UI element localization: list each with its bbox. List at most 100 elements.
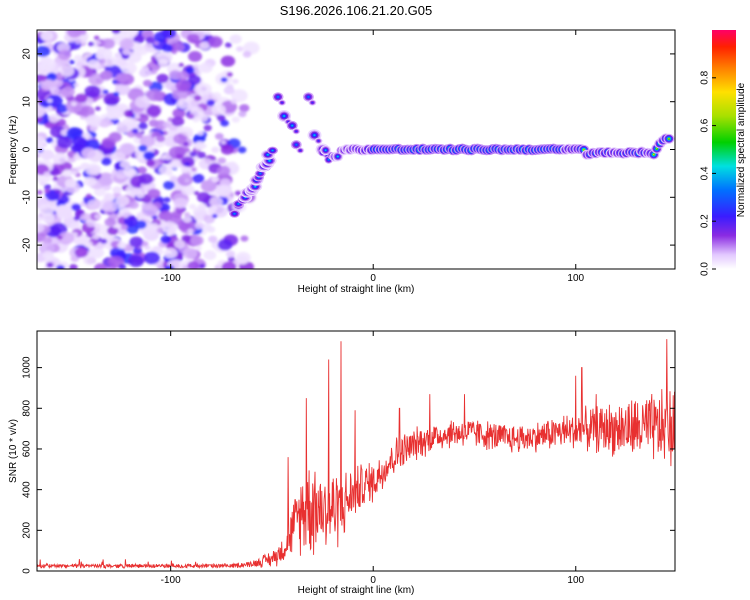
- noise-blob: [195, 82, 212, 96]
- noise-blob: [163, 247, 178, 259]
- colorbar-label: Normalized spectral amplitude: [736, 82, 747, 217]
- noise-blob: [123, 109, 134, 118]
- noise-blob: [239, 104, 250, 113]
- noise-blob: [86, 219, 96, 228]
- noise-blob: [42, 250, 54, 260]
- noise-blob: [56, 136, 73, 149]
- noise-blob: [147, 188, 161, 199]
- noise-blob: [209, 196, 223, 207]
- noise-blob: [193, 190, 200, 196]
- noise-blob: [64, 178, 77, 188]
- noise-blob: [112, 186, 122, 194]
- snr-y-ticks: 0 200 400 600 800 1000: [22, 356, 675, 574]
- colorbar-tick-label: 0.6: [700, 118, 711, 132]
- noise-blob: [81, 147, 96, 159]
- noise-blob: [107, 226, 119, 236]
- noise-blob: [194, 222, 204, 230]
- noise-blob: [89, 125, 98, 132]
- noise-blob: [219, 178, 231, 187]
- snr-y-label: SNR (10 * v/v): [8, 419, 19, 483]
- noise-blob: [230, 89, 248, 103]
- noise-blob: [138, 122, 148, 130]
- signal-blob: [287, 121, 289, 123]
- noise-blob: [115, 72, 129, 83]
- noise-blob: [59, 65, 75, 77]
- noise-blob: [37, 215, 43, 223]
- noise-blob: [196, 191, 211, 203]
- noise-blob: [173, 133, 187, 145]
- colorbar-gradient: [712, 30, 736, 269]
- noise-blob: [214, 132, 224, 140]
- noise-blob: [85, 193, 92, 199]
- noise-blob: [93, 35, 100, 40]
- noise-blob: [161, 30, 177, 39]
- noise-blob: [131, 128, 139, 134]
- noise-blob: [114, 83, 131, 96]
- noise-blob: [120, 143, 136, 155]
- y-tick-label: 200: [22, 522, 33, 539]
- noise-blob: [73, 54, 83, 62]
- noise-blob: [48, 113, 60, 123]
- noise-blob: [240, 235, 249, 242]
- noise-blob: [183, 212, 191, 217]
- noise-blob: [216, 114, 226, 122]
- noise-blob: [106, 107, 122, 120]
- spectrogram-y-label: Frequency (Hz): [8, 116, 19, 185]
- signal-blob: [311, 102, 314, 104]
- noise-blob: [220, 55, 236, 67]
- y-tick-label: 1000: [22, 356, 33, 379]
- noise-blob: [186, 33, 200, 44]
- noise-blob: [206, 99, 215, 107]
- noise-blob: [235, 46, 244, 52]
- noise-blob: [187, 51, 203, 62]
- signal-blob: [295, 144, 298, 146]
- noise-blob: [162, 121, 171, 129]
- spectrogram-noise-blobs: [37, 30, 260, 269]
- noise-blob: [211, 176, 220, 183]
- noise-blob: [94, 187, 106, 197]
- noise-blob: [104, 217, 117, 227]
- signal-blob: [299, 149, 301, 151]
- spectrogram-signal: [229, 92, 675, 218]
- noise-blob: [220, 119, 229, 127]
- noise-blob: [98, 118, 111, 128]
- noise-blob: [40, 149, 55, 161]
- x-tick-label: 100: [567, 575, 584, 586]
- noise-blob: [83, 132, 90, 138]
- noise-blob: [142, 79, 153, 87]
- noise-blob: [141, 65, 150, 72]
- noise-blob: [235, 251, 251, 264]
- noise-blob: [211, 92, 222, 101]
- noise-blob: [163, 180, 175, 190]
- x-tick-label: -100: [161, 575, 181, 586]
- noise-blob: [127, 254, 144, 268]
- noise-blob: [67, 30, 83, 38]
- noise-blob: [115, 195, 130, 207]
- noise-blob: [158, 210, 173, 222]
- noise-blob: [100, 70, 113, 81]
- noise-blob: [37, 223, 45, 234]
- x-tick-label: 0: [370, 575, 376, 586]
- noise-blob: [182, 172, 191, 180]
- noise-blob: [182, 235, 192, 243]
- signal-blob: [653, 153, 655, 156]
- noise-blob: [111, 30, 121, 34]
- chart-title: S196.2026.106.21.20.G05: [280, 3, 433, 18]
- noise-blob: [40, 58, 57, 71]
- noise-blob: [192, 116, 200, 123]
- noise-blob: [56, 103, 69, 113]
- noise-blob: [242, 50, 252, 58]
- noise-blob: [135, 133, 143, 139]
- noise-blob: [220, 144, 234, 155]
- signal-blob: [268, 160, 271, 162]
- noise-blob: [71, 203, 81, 211]
- noise-blob: [123, 166, 136, 177]
- colorbar-tick-label: 0.2: [700, 214, 711, 228]
- noise-blob: [93, 263, 108, 269]
- spectrogram-image: [37, 30, 675, 269]
- noise-blob: [139, 135, 156, 148]
- noise-blob: [162, 44, 173, 53]
- noise-blob: [56, 207, 73, 220]
- noise-blob: [80, 213, 92, 222]
